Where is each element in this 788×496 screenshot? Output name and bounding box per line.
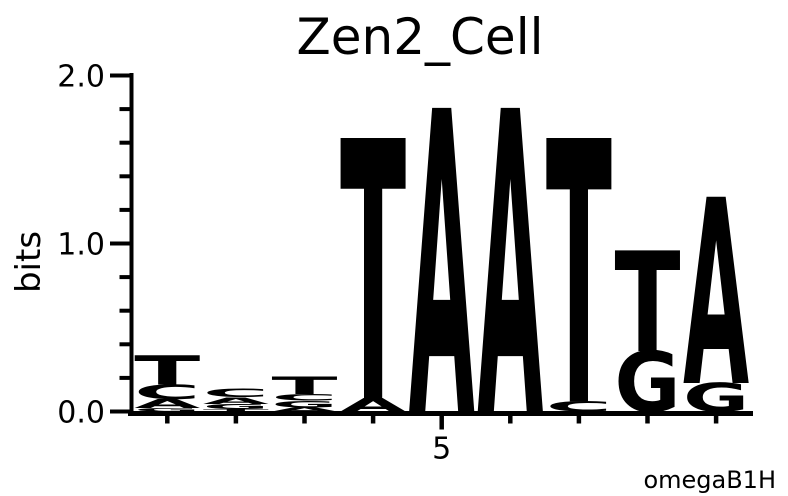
logo-stack-pos-9-G: G: [683, 375, 749, 420]
logo-stack-pos-1-C: C: [134, 381, 200, 404]
logo-stack-pos-4-A: A: [340, 394, 406, 416]
y-axis-label: bits: [9, 231, 49, 293]
logo-letter-G: G: [203, 403, 269, 411]
logo-letter-T: T: [615, 224, 681, 384]
x-axis-ticks: 5: [165, 413, 719, 467]
logo-letter-T: T: [203, 408, 269, 412]
logo-stack-pos-8-G: G: [615, 335, 681, 432]
footer-annotation: omegaB1H: [643, 466, 776, 494]
logo-letter-C: C: [272, 392, 338, 403]
logo-letter-G: G: [134, 407, 200, 412]
logo-stack-pos-5-A: A: [409, 26, 476, 496]
logo-stack-pos-6-A: A: [477, 26, 544, 496]
logo-stack-pos-8-T: T: [615, 224, 681, 384]
y-axis-ticks: 0.0 1.0 2.0: [57, 60, 133, 431]
logo-letter-G: G: [272, 399, 338, 410]
logo-stack-pos-1-T: T: [134, 347, 200, 394]
logo-stack-pos-2-T: T: [203, 408, 269, 412]
logo-letter-G: G: [615, 335, 681, 432]
logo-letter-A: A: [272, 406, 338, 413]
logo-stack-pos-3-A: A: [272, 406, 338, 413]
logo-stack-pos-4-T: T: [340, 67, 407, 482]
logo-letter-T: T: [272, 372, 338, 400]
logo-letter-A: A: [134, 396, 200, 411]
logo-stack-pos-3-G: G: [272, 399, 338, 410]
logo-stack-pos-2-C: C: [203, 387, 269, 400]
logo-stack-pos-3-T: T: [272, 372, 338, 400]
logo-letter-A: A: [683, 146, 749, 444]
y-tick-label: 2.0: [57, 60, 105, 95]
logo-letter-T: T: [340, 67, 407, 482]
y-tick-label: 1.0: [57, 228, 105, 263]
logo-letter-G: G: [683, 375, 749, 420]
logo-stack-pos-7-C: C: [546, 399, 612, 415]
logo-stack-pos-1-A: A: [134, 396, 200, 411]
logo-letter-A: A: [409, 26, 476, 496]
logo-letter-A: A: [340, 394, 406, 416]
logo-stack-pos-7-T: T: [546, 66, 613, 487]
logo-stack-pos-9-A: A: [683, 146, 749, 444]
logo-letter-T: T: [546, 66, 613, 487]
logo-letter-A: A: [203, 395, 269, 406]
logo-letter-A: A: [477, 26, 544, 496]
x-tick-label: 5: [432, 432, 451, 467]
logo-stack-pos-1-G: G: [134, 407, 200, 412]
page-title: Zen2_Cell: [297, 8, 544, 66]
logo-letter-T: T: [134, 347, 200, 394]
logo-stack-pos-3-C: C: [272, 392, 338, 403]
logo-stack-pos-2-A: A: [203, 395, 269, 406]
logo-stack-pos-2-G: G: [203, 403, 269, 411]
logo-letter-C: C: [134, 381, 200, 404]
logo-letter-C: C: [546, 399, 612, 415]
logo-letter-C: C: [203, 387, 269, 400]
y-tick-label: 0.0: [57, 396, 105, 431]
